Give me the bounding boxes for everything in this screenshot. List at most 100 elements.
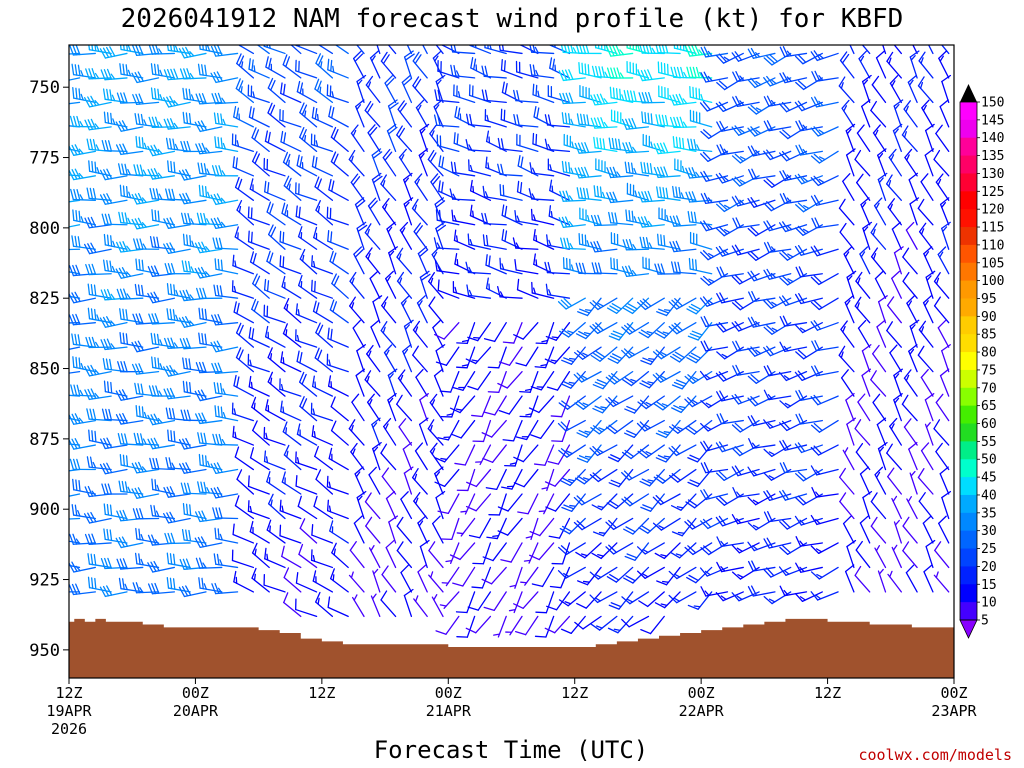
wind-barb xyxy=(198,577,223,593)
wind-barb xyxy=(549,179,571,201)
wind-barb xyxy=(668,566,697,580)
wind-barb xyxy=(178,462,207,474)
wind-barb xyxy=(372,441,382,471)
wind-barb xyxy=(859,246,871,275)
wind-barb xyxy=(810,126,839,137)
colorbar-segment xyxy=(960,352,977,371)
wind-barb xyxy=(779,517,808,530)
wind-barb xyxy=(456,468,476,492)
wind-barb xyxy=(401,74,413,104)
wind-barb xyxy=(560,468,586,487)
colorbar-segment xyxy=(960,262,977,282)
wind-barb xyxy=(72,356,96,373)
wind-barb xyxy=(795,468,823,482)
wind-barb xyxy=(858,50,871,79)
wind-barb xyxy=(700,340,729,352)
wind-barb xyxy=(549,57,571,79)
wind-barb xyxy=(252,273,270,299)
wind-barb xyxy=(920,368,934,397)
wind-barb xyxy=(845,123,856,152)
wind-barb xyxy=(886,51,902,79)
wind-barb xyxy=(557,297,586,310)
wind-barb xyxy=(398,418,413,446)
wind-barb xyxy=(267,102,286,128)
wind-barb xyxy=(428,571,444,593)
wind-barb xyxy=(811,365,839,377)
wind-barb xyxy=(905,221,918,250)
wind-barb xyxy=(668,322,697,335)
wind-barb xyxy=(131,71,160,84)
wind-barb xyxy=(935,442,950,471)
wind-barb xyxy=(810,96,839,108)
wind-barb xyxy=(449,542,476,561)
wind-barb xyxy=(908,441,918,471)
wind-barb xyxy=(247,230,270,250)
wind-barb xyxy=(838,76,855,104)
wind-barb xyxy=(233,106,255,128)
wind-barb xyxy=(638,322,665,339)
wind-barb xyxy=(877,441,888,471)
wind-barb xyxy=(779,248,808,261)
wind-barb xyxy=(810,320,839,331)
wind-barb xyxy=(279,524,302,544)
wind-barb xyxy=(411,468,428,495)
wind-barb xyxy=(924,393,935,422)
wind-barb xyxy=(685,419,713,435)
wind-barb xyxy=(912,45,918,55)
wind-barb xyxy=(763,120,792,132)
wind-barb xyxy=(280,400,302,422)
wind-barb xyxy=(686,566,713,584)
colorbar-segment xyxy=(960,423,977,442)
wind-barb xyxy=(435,490,446,520)
wind-barb xyxy=(854,419,871,446)
wind-barb xyxy=(264,547,286,569)
wind-barb xyxy=(747,346,776,357)
wind-barb xyxy=(195,412,223,425)
wind-barb xyxy=(700,192,729,205)
wind-barb xyxy=(197,481,223,495)
wind-barb xyxy=(716,266,744,278)
colorbar-segment xyxy=(960,155,977,174)
wind-barb xyxy=(763,389,792,401)
wind-barb xyxy=(917,467,934,495)
colorbar-segment xyxy=(960,459,977,478)
wind-barb xyxy=(233,570,255,593)
wind-barb xyxy=(99,316,128,328)
wind-barb xyxy=(519,370,539,393)
wind-barb xyxy=(310,549,334,569)
wind-barb xyxy=(330,396,349,422)
wind-barb xyxy=(178,168,207,181)
wind-barb xyxy=(414,173,428,201)
wind-barb xyxy=(925,539,936,569)
wind-barb xyxy=(433,114,460,128)
wind-barb xyxy=(281,275,302,299)
colorbar-segment xyxy=(960,209,977,228)
y-tick-label: 775 xyxy=(29,149,60,169)
wind-barb xyxy=(386,123,398,152)
wind-barb xyxy=(933,419,950,446)
wind-barb xyxy=(497,370,523,389)
wind-barb xyxy=(561,493,586,512)
wind-barb xyxy=(314,176,334,201)
wind-barb xyxy=(69,101,81,105)
wind-barb xyxy=(100,338,128,351)
wind-barb xyxy=(418,148,429,177)
wind-barb xyxy=(903,369,918,397)
wind-barb xyxy=(516,133,539,152)
wind-barb xyxy=(544,615,571,634)
wind-barb xyxy=(196,287,223,300)
wind-barb xyxy=(652,493,681,506)
wind-barb xyxy=(263,157,286,177)
wind-barb xyxy=(263,304,286,324)
plot-frame xyxy=(68,44,955,679)
wind-barb xyxy=(352,50,365,79)
wind-barb xyxy=(103,111,128,128)
wind-barb xyxy=(414,442,428,471)
wind-barb xyxy=(99,168,128,181)
wind-barb xyxy=(941,490,952,520)
wind-barb xyxy=(639,45,665,55)
wind-barb xyxy=(182,380,207,397)
wind-barb xyxy=(210,217,239,229)
colorbar-label: 25 xyxy=(981,542,997,557)
wind-barb xyxy=(213,112,239,128)
